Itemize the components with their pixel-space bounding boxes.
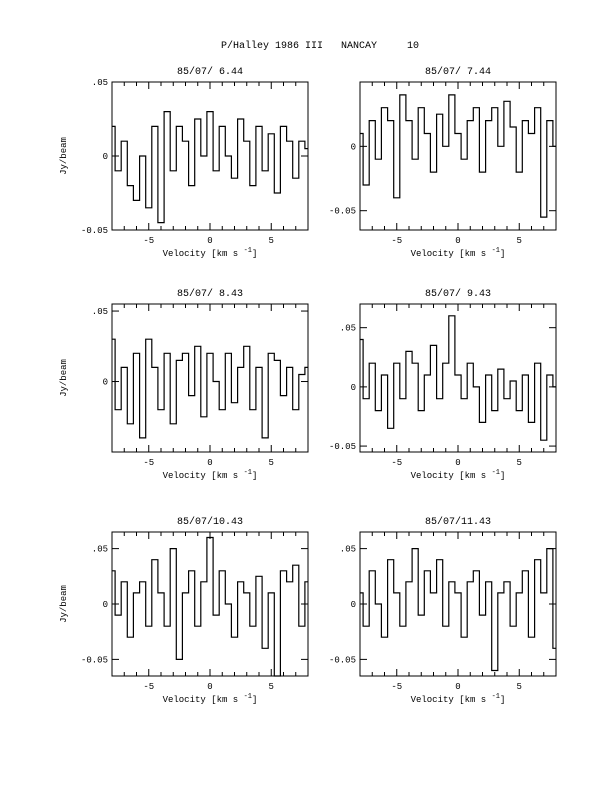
spectrum-panel-3: 85/07/ 8.43 -5 0 5 0 .05 Velocity [km s -1] Jy/… — [59, 288, 309, 481]
x-tick-label: 0 — [455, 458, 460, 468]
y-tick-label: 0 — [103, 152, 108, 162]
spectrum-line — [112, 536, 308, 677]
y-axis-label: Jy/beam — [59, 585, 69, 623]
x-tick-label: -5 — [391, 682, 402, 692]
spectrum-line — [360, 548, 556, 672]
x-tick-label: 5 — [269, 458, 274, 468]
plot-frame — [359, 531, 557, 677]
spectrum-panel-4: 85/07/ 9.43 -5 0 5 -0.05 0 .05 Velocity [km s -… — [329, 288, 557, 481]
panel-title: 85/07/10.43 — [177, 516, 243, 528]
panel-title: 85/07/ 6.44 — [177, 66, 243, 78]
plot-frame — [359, 303, 557, 453]
x-tick-label: 0 — [207, 682, 212, 692]
y-tick-label: 0 — [351, 383, 356, 393]
y-tick-label: 0 — [103, 378, 108, 388]
x-tick-label: -5 — [391, 458, 402, 468]
x-tick-label: -5 — [143, 458, 154, 468]
x-tick-label: -5 — [391, 236, 402, 246]
y-tick-label: .05 — [340, 324, 356, 334]
x-tick-label: -5 — [143, 682, 154, 692]
panel-title: 85/07/11.43 — [425, 516, 491, 528]
y-tick-label: -0.05 — [329, 207, 356, 217]
y-tick-label: -0.05 — [329, 655, 356, 665]
plot-frame — [111, 531, 309, 677]
x-tick-label: 0 — [207, 458, 212, 468]
y-tick-label: 0 — [351, 142, 356, 152]
panel-title: 85/07/ 7.44 — [425, 66, 491, 78]
y-tick-label: 0 — [351, 600, 356, 610]
spectrum-panel-6: 85/07/11.43 -5 0 5 -0.05 0 .05 Velocity [km s -… — [329, 516, 557, 705]
spectrum-line — [112, 111, 308, 224]
x-tick-label: 5 — [517, 682, 522, 692]
spectra-grid: 85/07/ 6.44 -5 0 5 -0.05 0 .05 Velocity [km s -… — [59, 66, 557, 705]
x-axis-label: Velocity [km s -1] — [163, 693, 258, 705]
panel-title: 85/07/ 8.43 — [177, 288, 243, 300]
x-axis-label: Velocity [km s -1] — [163, 469, 258, 481]
x-axis-label: Velocity [km s -1] — [411, 693, 506, 705]
spectrum-panel-1: 85/07/ 6.44 -5 0 5 -0.05 0 .05 Velocity [km s -… — [59, 66, 309, 259]
y-axis-label: Jy/beam — [59, 137, 69, 175]
x-tick-label: 0 — [455, 682, 460, 692]
spectrum-panel-5: 85/07/10.43 -5 0 5 -0.05 0 .05 Velocity [km s -… — [59, 516, 309, 705]
y-tick-label: .05 — [340, 545, 356, 555]
y-axis-label: Jy/beam — [59, 359, 69, 397]
page-title: P/Halley 1986 III NANCAY 10 — [221, 40, 419, 52]
y-tick-label: 0 — [103, 600, 108, 610]
spectrum-line — [360, 94, 556, 218]
x-tick-label: 5 — [269, 236, 274, 246]
y-tick-label: .05 — [92, 307, 108, 317]
y-tick-label: -0.05 — [81, 226, 108, 236]
plot-frame — [359, 81, 557, 231]
spectrum-line — [112, 338, 308, 439]
x-tick-label: 5 — [517, 458, 522, 468]
x-axis-label: Velocity [km s -1] — [411, 247, 506, 259]
panel-title: 85/07/ 9.43 — [425, 288, 491, 300]
x-tick-label: 0 — [207, 236, 212, 246]
spectrum-line — [360, 315, 556, 441]
x-axis-label: Velocity [km s -1] — [163, 247, 258, 259]
x-axis-label: Velocity [km s -1] — [411, 469, 506, 481]
x-tick-label: 5 — [517, 236, 522, 246]
x-tick-label: 0 — [455, 236, 460, 246]
y-tick-label: .05 — [92, 545, 108, 555]
plot-frame — [111, 303, 309, 453]
x-tick-label: -5 — [143, 236, 154, 246]
y-tick-label: -0.05 — [81, 655, 108, 665]
y-tick-label: -0.05 — [329, 442, 356, 452]
y-tick-label: .05 — [92, 78, 108, 88]
x-tick-label: 5 — [269, 682, 274, 692]
